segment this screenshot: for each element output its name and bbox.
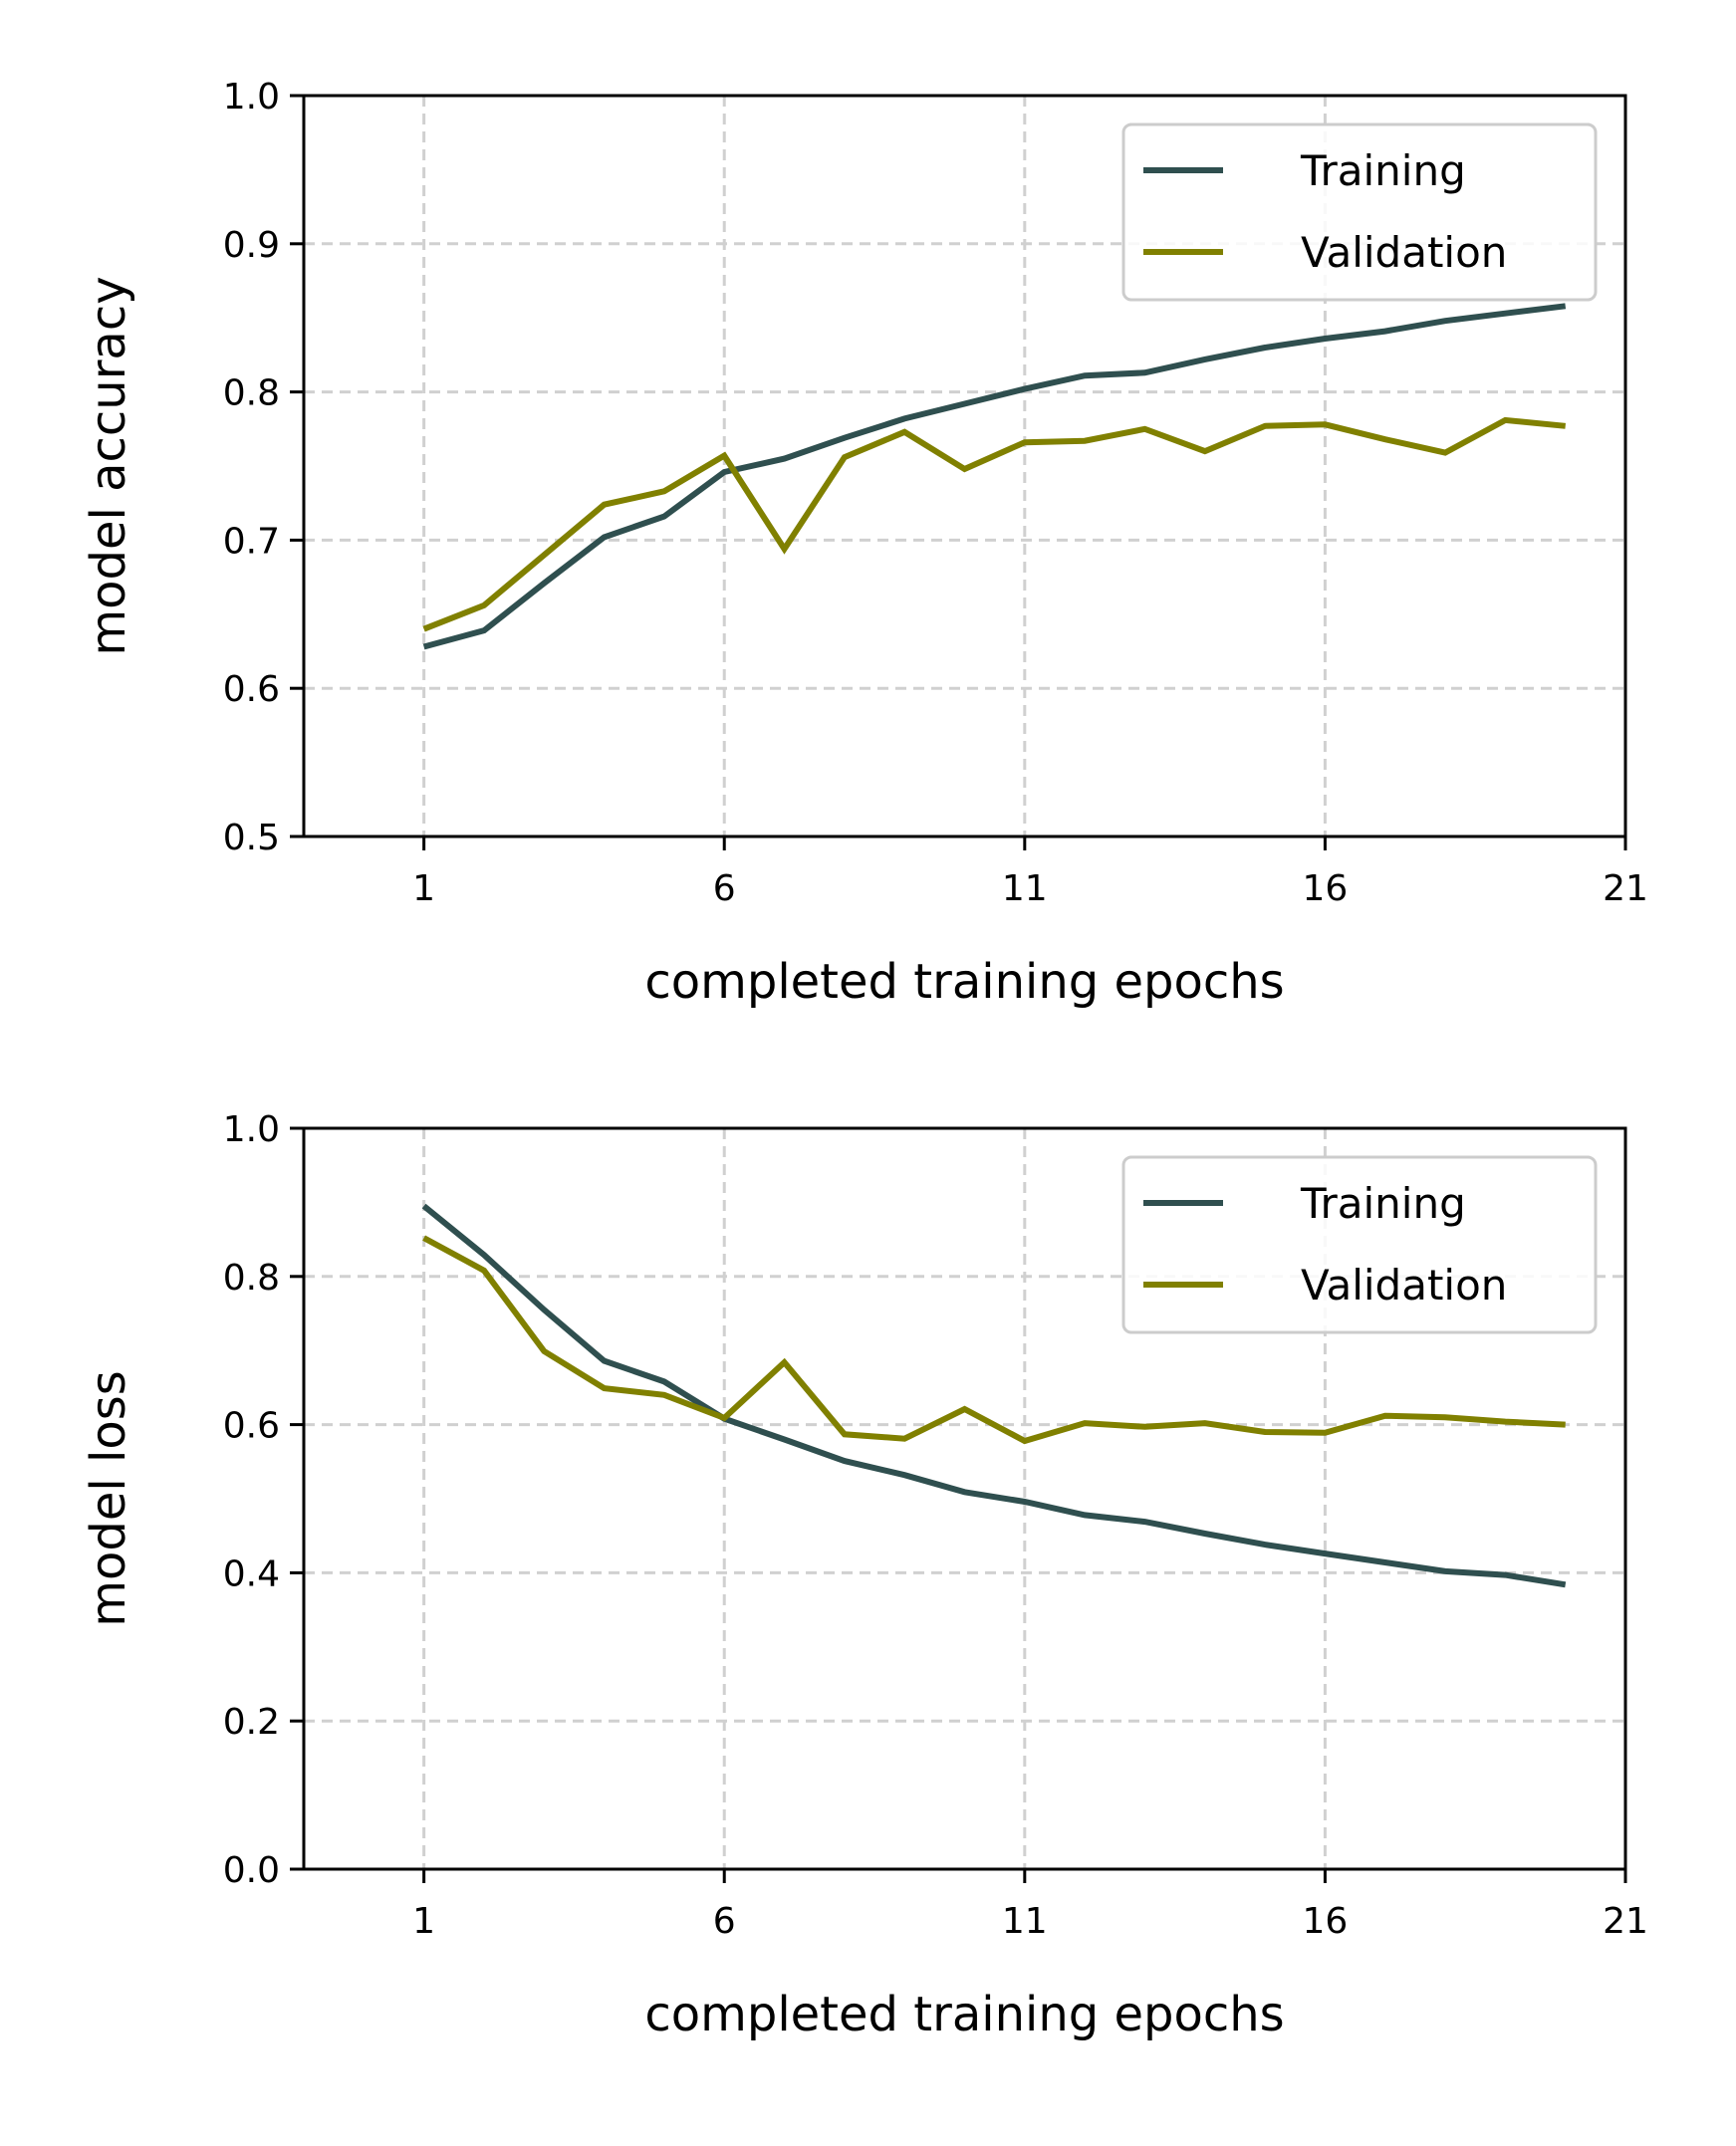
loss-xtick-label: 16 <box>1303 1901 1349 1942</box>
accuracy-legend-label-validation: Validation <box>1301 228 1507 277</box>
accuracy-ytick-label: 1.0 <box>223 77 280 118</box>
loss-legend-label-training: Training <box>1300 1179 1466 1228</box>
loss-xtick-label: 1 <box>412 1901 435 1942</box>
loss-ytick-label: 0.0 <box>223 1850 280 1891</box>
loss-training-line <box>421 1203 1567 1588</box>
accuracy-plot-frame <box>302 94 1627 838</box>
accuracy-validation-line <box>422 416 1566 632</box>
accuracy-ytick-label: 0.5 <box>223 818 280 858</box>
loss-x-axis-label: completed training epochs <box>644 1987 1284 2042</box>
accuracy-ytick-label: 0.7 <box>223 521 280 562</box>
loss-y-axis-label: model loss <box>81 1370 136 1626</box>
loss-xtick-label: 21 <box>1603 1901 1648 1942</box>
accuracy-xtick-label: 1 <box>412 868 435 909</box>
accuracy-y-axis-label: model accuracy <box>81 276 136 655</box>
accuracy-xtick-label: 11 <box>1002 868 1048 909</box>
loss-ytick-label: 1.0 <box>223 1109 280 1150</box>
loss-plot-frame <box>302 1126 1627 1871</box>
accuracy-legend-label-training: Training <box>1300 146 1466 195</box>
accuracy-xtick-label: 6 <box>713 868 736 909</box>
loss-legend-box <box>1121 1155 1598 1334</box>
loss-ytick-label: 0.6 <box>223 1406 280 1447</box>
loss-ytick-label: 0.4 <box>223 1553 280 1594</box>
loss-ytick-label: 0.8 <box>223 1258 280 1299</box>
accuracy-legend: Training Validation <box>1121 122 1598 302</box>
accuracy-ytick-label: 0.9 <box>223 225 280 266</box>
accuracy-x-axis-label: completed training epochs <box>644 954 1284 1010</box>
loss-legend: Training Validation <box>1121 1155 1598 1334</box>
loss-ytick-label: 0.2 <box>223 1702 280 1743</box>
accuracy-legend-box <box>1121 122 1598 302</box>
accuracy-xtick-label: 16 <box>1303 868 1349 909</box>
loss-validation-line <box>422 1235 1566 1445</box>
accuracy-xtick-label: 21 <box>1603 868 1648 909</box>
loss-legend-label-validation: Validation <box>1301 1261 1507 1310</box>
accuracy-training-line <box>422 303 1567 650</box>
loss-xtick-label: 6 <box>713 1901 736 1942</box>
accuracy-ytick-label: 0.8 <box>223 373 280 414</box>
loss-xtick-label: 11 <box>1002 1901 1048 1942</box>
accuracy-ytick-label: 0.6 <box>223 669 280 710</box>
